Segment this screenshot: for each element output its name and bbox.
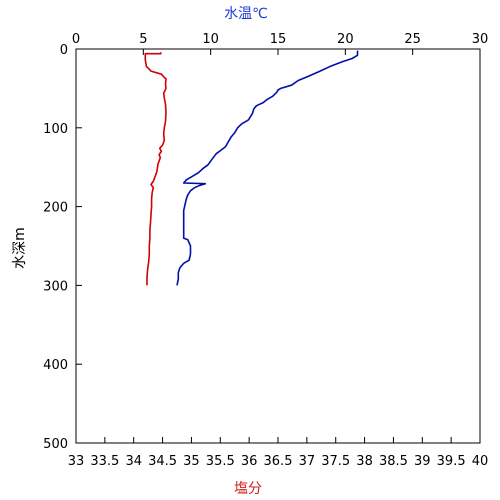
temperature-line [176, 50, 359, 286]
bottom-tick-label: 35 [183, 454, 200, 469]
top-tick-label: 30 [472, 32, 489, 47]
series-layer [144, 50, 359, 286]
top-axis: 0 5 10 15 20 25 30 [72, 32, 488, 55]
bottom-tick-label: 39.5 [437, 454, 466, 469]
top-tick-label: 10 [202, 32, 219, 47]
bottom-tick-label: 34 [125, 454, 142, 469]
top-tick-label: 15 [270, 32, 287, 47]
bottom-tick-label: 35.5 [206, 454, 235, 469]
bottom-axis: 33 33.5 34 34.5 35 35.5 36 36.5 37 37.5 38 38.5 39 39… [68, 437, 489, 469]
bottom-tick-label: 37 [299, 454, 316, 469]
bottom-tick-label: 36 [241, 454, 258, 469]
left-tick-label: 500 [43, 437, 68, 452]
bottom-axis-title: 塩分 [234, 481, 262, 497]
top-tick-label: 5 [139, 32, 147, 47]
salinity-line [144, 52, 167, 286]
left-axis-title: 水深m [12, 227, 28, 269]
bottom-tick-label: 36.5 [264, 454, 293, 469]
bottom-tick-label: 38.5 [379, 454, 408, 469]
top-tick-label: 25 [404, 32, 421, 47]
bottom-tick-label: 33.5 [90, 454, 119, 469]
left-axis: 0 100 200 300 400 500 [43, 43, 82, 452]
plot-border [75, 48, 481, 444]
left-tick-label: 400 [43, 358, 68, 373]
bottom-tick-label: 34.5 [148, 454, 177, 469]
left-tick-label: 300 [43, 279, 68, 294]
left-tick-label: 100 [43, 122, 68, 137]
top-tick-label: 20 [337, 32, 354, 47]
bottom-tick-label: 37.5 [321, 454, 350, 469]
bottom-tick-label: 39 [414, 454, 431, 469]
plot-frame [75, 48, 481, 444]
left-tick-label: 200 [43, 201, 68, 216]
top-tick-label: 0 [72, 32, 80, 47]
top-axis-title: 水温℃ [224, 6, 268, 22]
bottom-tick-label: 33 [68, 454, 85, 469]
bottom-tick-label: 38 [356, 454, 373, 469]
bottom-tick-label: 40 [472, 454, 489, 469]
left-tick-label: 0 [60, 43, 68, 58]
